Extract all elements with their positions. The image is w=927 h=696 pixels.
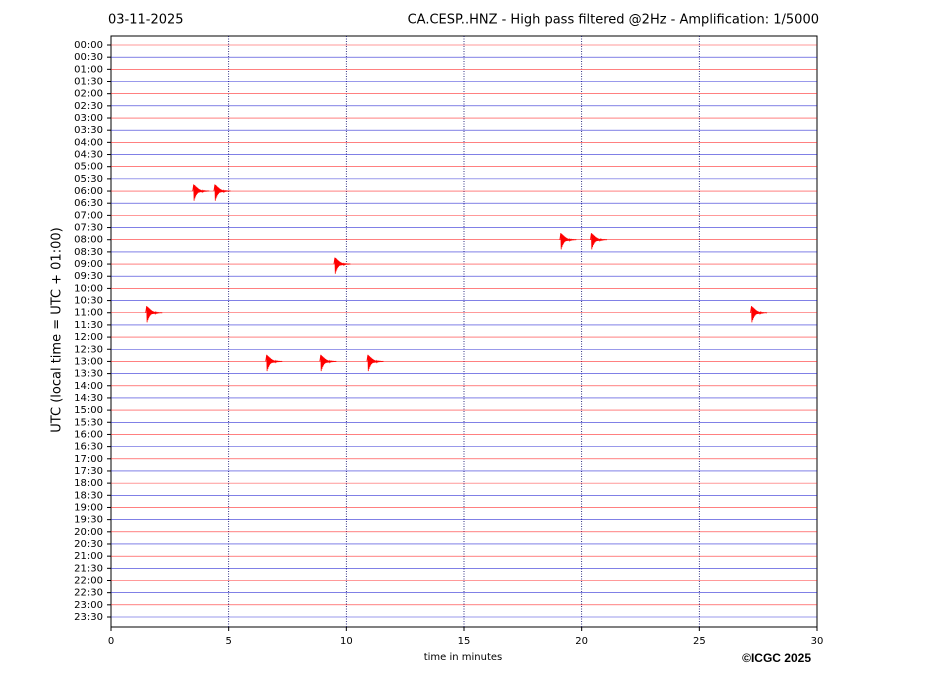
y-tick-label: 23:30 xyxy=(74,612,103,623)
x-tick-label: 10 xyxy=(340,636,353,647)
y-tick-label: 07:30 xyxy=(74,223,103,234)
y-tick-label: 19:00 xyxy=(74,502,103,513)
seismic-event xyxy=(366,354,384,372)
y-tick-label: 15:00 xyxy=(74,405,103,416)
y-tick-label: 01:30 xyxy=(74,77,103,88)
y-axis-label: UTC (local time = UTC + 01:00) xyxy=(50,227,65,432)
seismic-event xyxy=(333,257,351,274)
y-tick-label: 19:30 xyxy=(74,515,103,526)
y-tick-label: 01:00 xyxy=(74,64,103,75)
x-tick-label: 0 xyxy=(108,636,114,647)
y-tick-label: 17:30 xyxy=(74,466,103,477)
y-tick-label: 06:00 xyxy=(74,186,103,197)
y-tick-label: 16:00 xyxy=(74,429,103,440)
y-tick-label: 18:00 xyxy=(74,478,103,489)
y-tick-label: 13:30 xyxy=(74,369,103,380)
date: 03-11-2025 xyxy=(108,13,184,28)
y-tick-label: 02:00 xyxy=(74,89,103,100)
y-tick-label: 22:30 xyxy=(74,588,103,599)
y-tick-label: 13:00 xyxy=(74,356,103,367)
y-tick-label: 02:30 xyxy=(74,101,103,112)
y-tick-label: 14:00 xyxy=(74,381,103,392)
y-tick-label: 10:00 xyxy=(74,283,103,294)
x-tick-label: 5 xyxy=(225,636,231,647)
seismic-event xyxy=(213,184,231,201)
x-tick-label: 20 xyxy=(575,636,588,647)
seismic-event xyxy=(750,306,768,323)
seismic-event xyxy=(590,233,608,250)
y-tick-label: 20:30 xyxy=(74,539,103,550)
y-tick-label: 08:00 xyxy=(74,235,103,246)
seismic-event xyxy=(265,354,283,372)
y-tick-label: 21:30 xyxy=(74,563,103,574)
y-tick-label: 08:30 xyxy=(74,247,103,258)
y-tick-label: 03:00 xyxy=(74,113,103,124)
y-tick-label: 23:00 xyxy=(74,600,103,611)
y-tick-label: 10:30 xyxy=(74,296,103,307)
y-tick-label: 05:00 xyxy=(74,162,103,173)
y-tick-label: 12:00 xyxy=(74,332,103,343)
y-tick-label: 00:00 xyxy=(74,40,103,51)
y-tick-label: 18:30 xyxy=(74,490,103,501)
chart-title: CA.CESP..HNZ - High pass filtered @2Hz -… xyxy=(408,13,819,28)
y-tick-label: 09:30 xyxy=(74,271,103,282)
y-tick-label: 17:00 xyxy=(74,454,103,465)
y-tick-label: 20:00 xyxy=(74,527,103,538)
y-tick-label: 04:00 xyxy=(74,137,103,148)
y-tick-label: 09:00 xyxy=(74,259,103,270)
y-tick-label: 07:00 xyxy=(74,210,103,221)
y-tick-label: 14:30 xyxy=(74,393,103,404)
seismic-event xyxy=(559,233,577,250)
y-tick-label: 21:00 xyxy=(74,551,103,562)
y-tick-label: 22:00 xyxy=(74,575,103,586)
credit: ©ICGC 2025 xyxy=(742,651,811,665)
y-tick-label: 12:30 xyxy=(74,344,103,355)
x-tick-label: 15 xyxy=(458,636,471,647)
y-tick-label: 15:30 xyxy=(74,417,103,428)
y-tick-label: 06:30 xyxy=(74,198,103,209)
y-tick-label: 16:30 xyxy=(74,442,103,453)
y-tick-label: 03:30 xyxy=(74,125,103,136)
seismic-event xyxy=(319,354,337,372)
y-tick-label: 05:30 xyxy=(74,174,103,185)
y-tick-label: 11:30 xyxy=(74,320,103,331)
y-tick-label: 11:00 xyxy=(74,308,103,319)
seismic-event xyxy=(192,184,210,201)
y-tick-label: 04:30 xyxy=(74,150,103,161)
x-tick-label: 30 xyxy=(811,636,824,647)
x-tick-label: 25 xyxy=(693,636,706,647)
y-tick-label: 00:30 xyxy=(74,52,103,63)
seismic-event xyxy=(145,306,163,323)
x-axis-label: time in minutes xyxy=(424,652,503,663)
